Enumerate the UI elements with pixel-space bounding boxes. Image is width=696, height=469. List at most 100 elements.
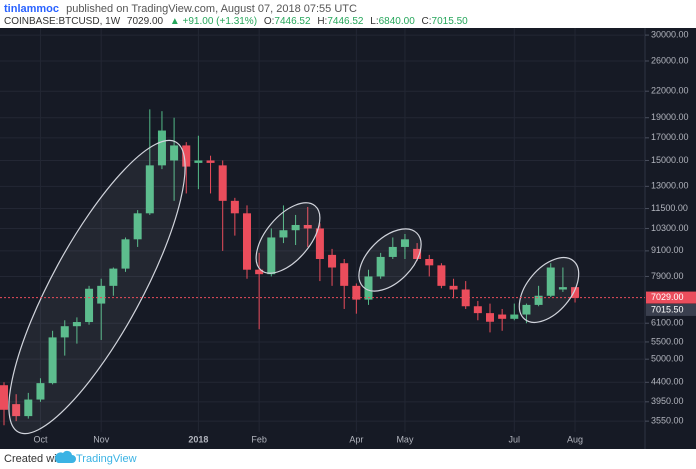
candle-body (72, 322, 81, 327)
candle-body (571, 287, 580, 298)
candle-body (230, 200, 239, 214)
candle-body (255, 269, 264, 275)
candle-body (36, 383, 45, 400)
publish-line: tinlammoc published on TradingView.com, … (4, 3, 357, 15)
candle-body (437, 265, 446, 286)
candle-body (267, 237, 276, 275)
x-tick-label: Jul (509, 434, 521, 444)
candle-body (133, 213, 142, 240)
x-tick-label: Oct (33, 434, 48, 444)
y-tick-label: 13000.00 (651, 181, 689, 191)
tradingview-logo[interactable]: TradingView (54, 450, 137, 465)
x-tick-label: May (396, 434, 414, 444)
candle-body (449, 285, 458, 290)
candle-body (388, 246, 397, 257)
candle-body (352, 285, 361, 300)
candle-body (243, 213, 251, 270)
y-tick-label: 10300.00 (651, 223, 689, 233)
candle-body (498, 314, 507, 319)
candle-body (218, 165, 227, 201)
candle-body (145, 165, 154, 214)
x-tick-label: Apr (349, 434, 363, 444)
x-tick-label: 2018 (188, 434, 208, 444)
price-tag (646, 291, 696, 304)
candle-body (473, 306, 482, 314)
ohlc-value: 7446.52 (274, 16, 311, 27)
symbol: COINBASE:BTCUSD, 1W (4, 16, 121, 27)
candle-body (558, 287, 567, 290)
y-tick-label: 15000.00 (651, 155, 689, 165)
candle-body (364, 276, 373, 300)
candle-body (279, 230, 288, 238)
highlight-ellipse (255, 202, 321, 274)
candle-body (510, 314, 519, 319)
candle-body (121, 239, 130, 269)
candle-body (97, 285, 106, 304)
candle-body (413, 248, 422, 259)
candle-body (206, 160, 215, 163)
ohlc-value: 7015.50 (432, 16, 469, 27)
highlight-ellipse (358, 228, 422, 292)
candle-body (486, 313, 494, 322)
candle-body (315, 228, 324, 259)
candle-body (0, 385, 8, 410)
footer-text: Created with (4, 453, 66, 465)
price-tag-label: 7029.00 (651, 292, 684, 302)
candle-body (48, 337, 57, 384)
candle-body (291, 224, 300, 231)
candle-body (522, 304, 531, 315)
candle-body (24, 399, 33, 417)
candle-body (60, 326, 69, 338)
highlight-ellipse (518, 257, 580, 323)
price-tag-label: 7015.50 (651, 304, 684, 314)
y-tick-label: 6100.00 (651, 318, 684, 328)
x-tick-label: Feb (251, 434, 267, 444)
axes: 3550.00 3950.00 4400.00 5000.00 5500.00 6100.… (0, 29, 696, 444)
candle-body (328, 254, 337, 268)
candle-body (182, 145, 191, 167)
annotations (8, 139, 580, 435)
candles (0, 109, 580, 426)
y-tick-label: 9100.00 (651, 245, 684, 255)
y-tick-label: 3950.00 (651, 396, 684, 406)
chart-background (0, 28, 696, 449)
candle-body (109, 268, 118, 286)
candle-body (425, 258, 434, 266)
candle-body (194, 160, 203, 163)
y-tick-label: 5500.00 (651, 336, 684, 346)
y-tick-label: 7900.00 (651, 271, 684, 281)
candle-body (170, 145, 179, 161)
ohlc-label: O: (264, 16, 275, 27)
y-tick-label: 17000.00 (651, 132, 689, 142)
candle-body (157, 130, 166, 166)
author[interactable]: tinlammoc (4, 3, 59, 15)
ohlc-value: 6840.00 (379, 16, 416, 27)
ohlc-label: L: (370, 16, 378, 27)
last-price: 7029.00 (127, 16, 164, 27)
y-tick-label: 26000.00 (651, 55, 689, 65)
candle-body (400, 239, 409, 247)
x-tick-label: Nov (93, 434, 110, 444)
y-tick-label: 3550.00 (651, 416, 684, 426)
ohlc-label: C: (422, 16, 432, 27)
y-tick-label: 4400.00 (651, 377, 684, 387)
highlight-ellipse (8, 139, 186, 435)
x-tick-label: Aug (567, 434, 583, 444)
y-tick-label: 30000.00 (651, 29, 689, 39)
candle-body (340, 263, 349, 286)
y-tick-label: 19000.00 (651, 112, 689, 122)
candle-body (12, 404, 21, 417)
ohlc-label: H: (317, 16, 327, 27)
candle-body (546, 267, 555, 296)
candle-body (376, 256, 385, 277)
candle-body (534, 295, 543, 305)
candle-body (303, 224, 312, 229)
published-text: published on TradingView.com, August 07,… (66, 3, 357, 15)
price-tag (646, 303, 696, 316)
price-change: ▲ +91.00 (+1.31%) (170, 16, 257, 27)
y-tick-label: 22000.00 (651, 86, 689, 96)
symbol-line: COINBASE:BTCUSD, 1W 7029.00 ▲ +91.00 (+1… (4, 16, 468, 27)
footer-brand[interactable]: TradingView (76, 453, 137, 465)
logo-cloud (54, 450, 76, 463)
